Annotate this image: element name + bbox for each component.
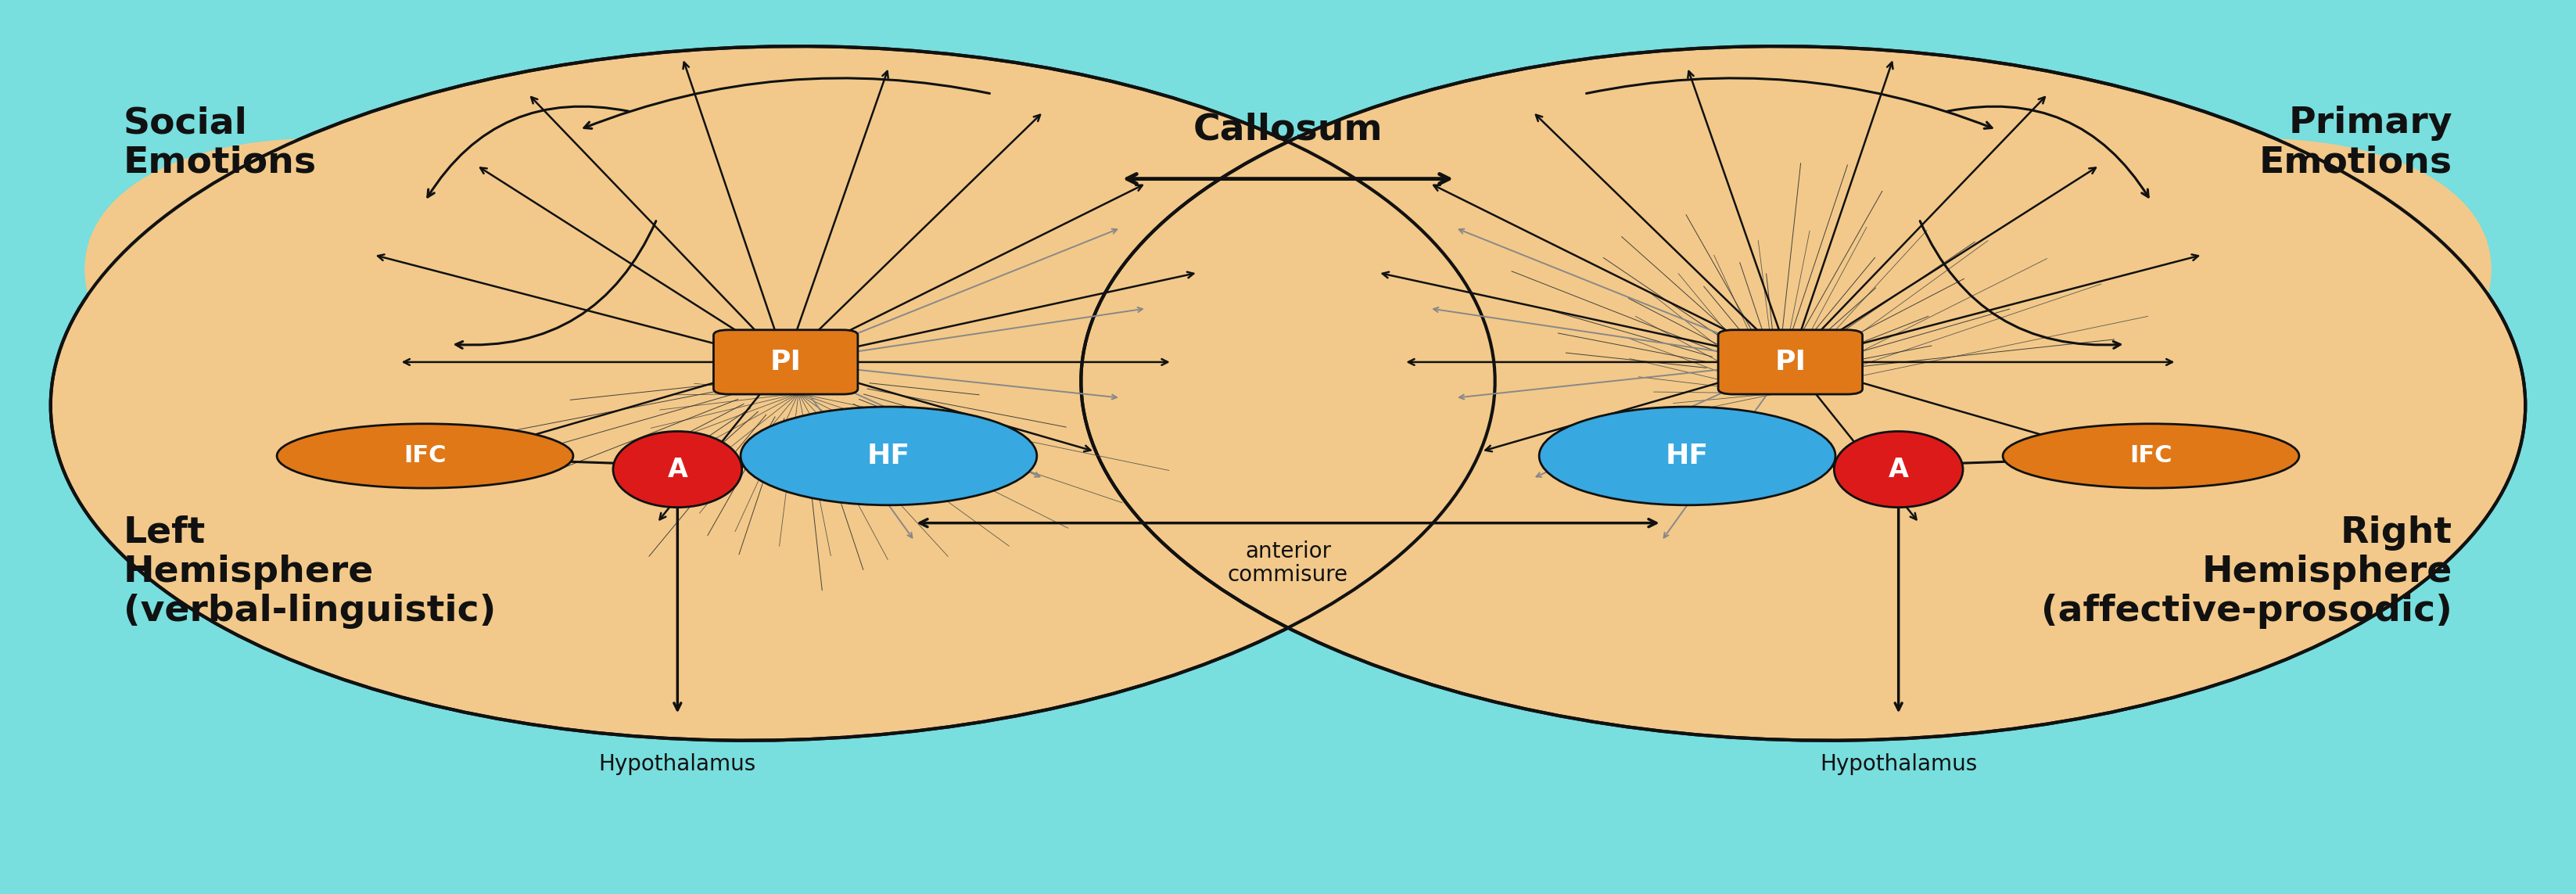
Ellipse shape — [252, 486, 1190, 694]
Text: IFC: IFC — [2130, 444, 2172, 468]
Text: Hypothalamus: Hypothalamus — [598, 754, 757, 775]
FancyBboxPatch shape — [714, 330, 858, 394]
Text: PI: PI — [1775, 349, 1806, 375]
Text: Primary
Emotions: Primary Emotions — [2259, 105, 2452, 181]
Text: A: A — [1888, 457, 1909, 482]
Text: Hypothalamus: Hypothalamus — [1819, 754, 1978, 775]
Ellipse shape — [1834, 431, 1963, 508]
Text: IFC: IFC — [404, 444, 446, 468]
Text: Callosum: Callosum — [1193, 112, 1383, 148]
Ellipse shape — [52, 46, 1494, 740]
Text: HF: HF — [1667, 443, 1708, 469]
Ellipse shape — [85, 139, 739, 505]
Ellipse shape — [2004, 424, 2300, 488]
Text: anterior
commisure: anterior commisure — [1229, 541, 1347, 586]
Ellipse shape — [1082, 46, 2524, 740]
Ellipse shape — [742, 407, 1036, 505]
Ellipse shape — [613, 431, 742, 508]
Text: Right
Hemisphere
(affective-prosodic): Right Hemisphere (affective-prosodic) — [2040, 515, 2452, 629]
Ellipse shape — [1386, 486, 2324, 694]
Text: PI: PI — [770, 349, 801, 375]
Ellipse shape — [1837, 139, 2491, 505]
Text: HF: HF — [868, 443, 909, 469]
Ellipse shape — [278, 424, 572, 488]
Ellipse shape — [1540, 407, 1837, 505]
FancyBboxPatch shape — [1718, 330, 1862, 394]
Text: Social
Emotions: Social Emotions — [124, 105, 317, 181]
Text: A: A — [667, 457, 688, 482]
Text: Left
Hemisphere
(verbal-linguistic): Left Hemisphere (verbal-linguistic) — [124, 515, 497, 629]
